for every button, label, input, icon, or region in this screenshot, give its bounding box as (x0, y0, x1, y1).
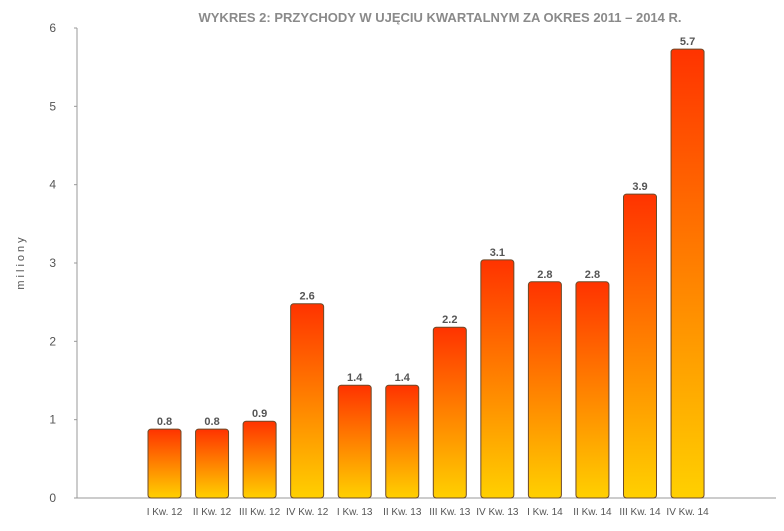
data-label: 1.4 (395, 372, 411, 384)
x-tick-label: I Kw. 13 (337, 507, 373, 518)
y-tick-label: 4 (49, 178, 56, 192)
data-label: 2.6 (300, 291, 315, 303)
bar (480, 259, 515, 499)
bar (527, 281, 562, 499)
x-tick-label: III Kw. 14 (619, 507, 661, 518)
x-tick-label: IV Kw. 13 (476, 507, 519, 518)
x-tick-label: II Kw. 13 (383, 507, 422, 518)
data-label: 0.9 (252, 408, 267, 420)
bar (195, 428, 230, 499)
x-tick-label: IV Kw. 14 (666, 507, 709, 518)
x-tick-label: I Kw. 12 (147, 507, 183, 518)
bar (337, 384, 372, 499)
data-label: 0.8 (157, 416, 172, 428)
x-tick-label: II Kw. 14 (573, 507, 612, 518)
bar (385, 384, 420, 499)
y-tick-label: 6 (49, 21, 56, 35)
x-tick-label: IV Kw. 12 (286, 507, 329, 518)
data-label: 2.8 (537, 269, 552, 281)
y-tick-label: 0 (49, 491, 56, 505)
y-tick-label: 1 (49, 413, 56, 427)
bar (575, 281, 610, 499)
bar (147, 428, 182, 499)
y-tick-label: 2 (49, 334, 56, 348)
bar (432, 326, 467, 499)
data-label: 1.4 (347, 372, 363, 384)
x-tick-label: III Kw. 12 (239, 507, 281, 518)
data-label: 3.9 (632, 181, 647, 193)
bar (623, 193, 657, 499)
y-tick-label: 3 (49, 256, 56, 270)
x-tick-label: II Kw. 12 (193, 507, 232, 518)
data-label: 2.8 (585, 269, 600, 281)
data-label: 0.8 (204, 416, 219, 428)
bar (290, 303, 325, 499)
data-label: 5.7 (680, 36, 695, 48)
data-label: 2.2 (442, 314, 457, 326)
data-label: 3.1 (490, 247, 505, 259)
x-tick-label: I Kw. 14 (527, 507, 563, 518)
chart-title: WYKRES 2: PRZYCHODY W UJĘCIU KWARTALNYM … (198, 10, 681, 25)
bar (670, 48, 705, 499)
y-axis-label: miliony (15, 234, 27, 289)
x-tick-label: III Kw. 13 (429, 507, 471, 518)
bar (242, 420, 277, 499)
y-tick-label: 5 (49, 99, 56, 113)
